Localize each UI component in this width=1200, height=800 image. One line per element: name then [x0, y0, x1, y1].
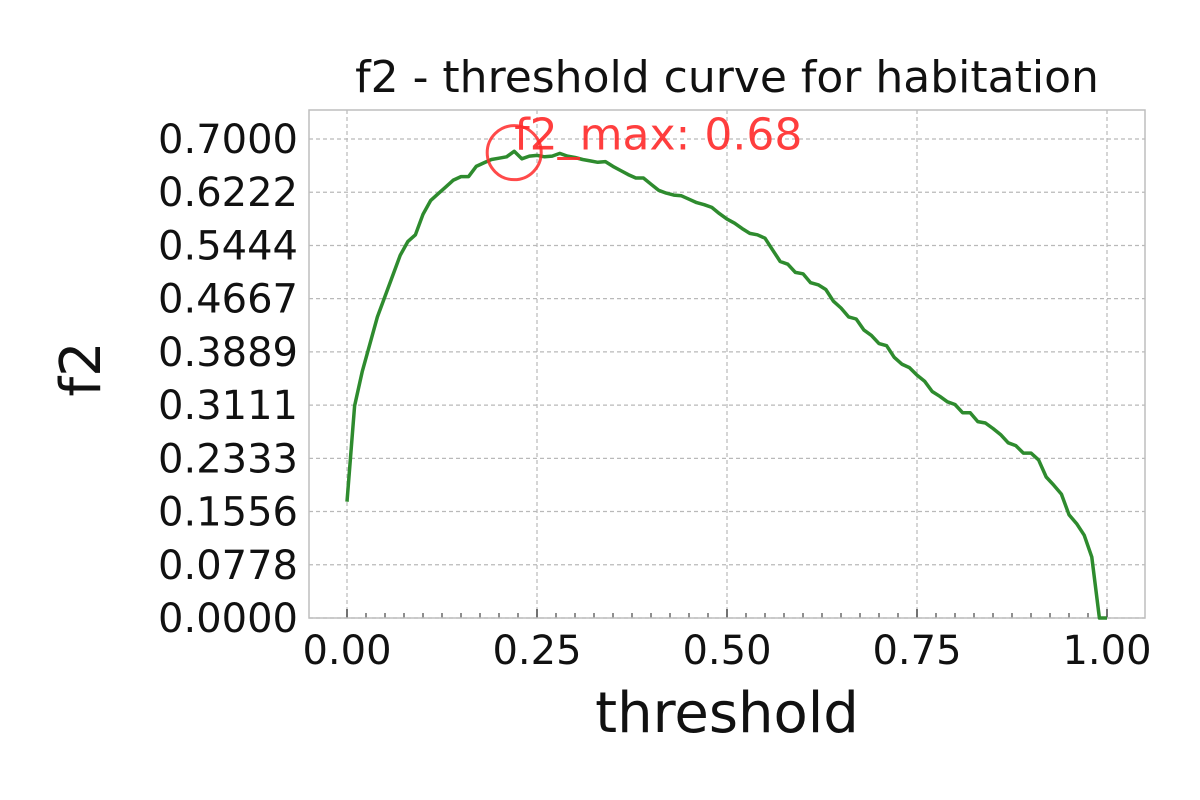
x-ticks: 0.00 0.25 0.50 0.75 1.00	[302, 609, 1152, 674]
x-axis-label: threshold	[595, 681, 859, 746]
annotation-group: f2_max: 0.68	[485, 110, 802, 182]
y-axis-label: f2	[49, 341, 114, 396]
grid	[309, 110, 1145, 619]
y-tick-label: 0.0000	[158, 596, 298, 642]
y-tick-label: 0.4667	[158, 277, 298, 323]
x-tick-label: 0.25	[492, 628, 581, 674]
x-tick-label: 0.00	[302, 628, 391, 674]
x-tick-label: 0.50	[682, 628, 771, 674]
f2-max-label: f2_max: 0.68	[514, 110, 802, 161]
y-tick-label: 0.3111	[158, 383, 298, 429]
f2-line	[345, 149, 1107, 620]
x-tick-label: 1.00	[1062, 628, 1151, 674]
y-ticks: 0.0000 0.0778 0.1556 0.2333 0.3111 0.3889 0.46…	[158, 117, 298, 642]
y-tick-label: 0.6222	[158, 170, 298, 216]
chart-title: f2 - threshold curve for habitation	[355, 52, 1099, 103]
y-tick-label: 0.2333	[158, 436, 298, 482]
y-tick-label: 0.7000	[158, 117, 298, 163]
y-tick-label: 0.1556	[158, 490, 298, 536]
x-tick-label: 0.75	[872, 628, 961, 674]
f2-max-marker	[485, 124, 543, 182]
y-tick-label: 0.3889	[158, 330, 298, 376]
y-tick-label: 0.5444	[158, 223, 298, 269]
series-group	[345, 149, 1107, 620]
y-tick-label: 0.0778	[158, 543, 298, 589]
plot-frame	[308, 109, 1146, 619]
